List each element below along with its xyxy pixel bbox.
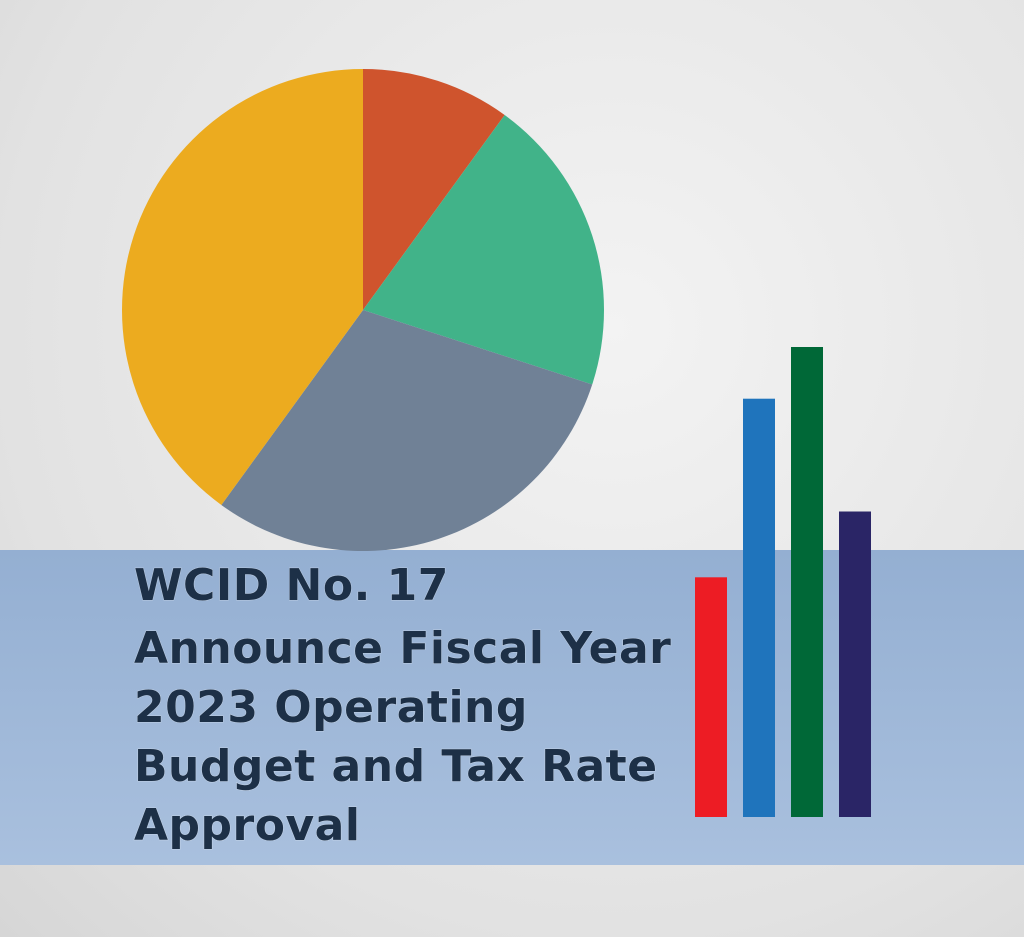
- headline-line: 2023 Operating: [134, 682, 528, 733]
- pie-slice: [363, 69, 505, 310]
- bar: [743, 398, 775, 817]
- headline: WCID No. 17 Announce Fiscal Year 2023 Op…: [134, 560, 672, 852]
- headline-line: Budget and Tax Rate: [134, 741, 658, 792]
- pie-slice: [122, 69, 363, 505]
- headline-line: WCID No. 17: [134, 560, 449, 611]
- bar: [791, 347, 823, 817]
- pie-slice: [363, 115, 605, 385]
- bar: [839, 511, 871, 817]
- bar: [695, 577, 727, 817]
- headline-line: Announce Fiscal Year: [134, 623, 671, 674]
- headline-line: Approval: [134, 800, 360, 851]
- pie-slice: [221, 310, 593, 551]
